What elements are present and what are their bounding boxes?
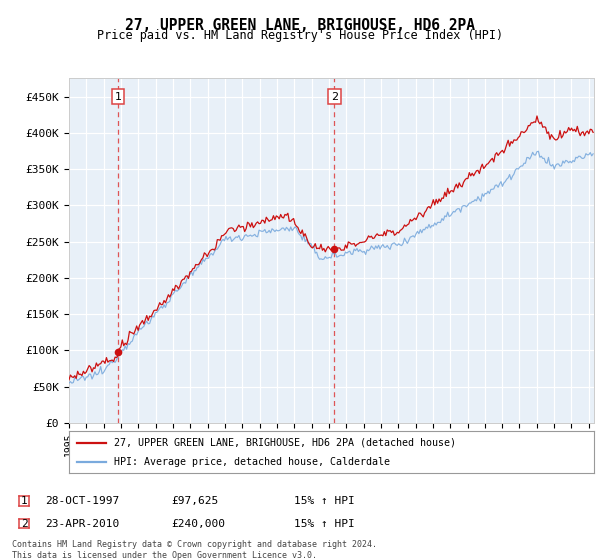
Text: 2: 2	[331, 91, 338, 101]
Text: 2: 2	[20, 519, 28, 529]
Text: 1: 1	[115, 91, 122, 101]
Text: 23-APR-2010: 23-APR-2010	[45, 519, 119, 529]
Text: £240,000: £240,000	[171, 519, 225, 529]
Text: 15% ↑ HPI: 15% ↑ HPI	[294, 519, 355, 529]
Text: 28-OCT-1997: 28-OCT-1997	[45, 496, 119, 506]
Text: HPI: Average price, detached house, Calderdale: HPI: Average price, detached house, Cald…	[113, 457, 389, 467]
Text: Price paid vs. HM Land Registry's House Price Index (HPI): Price paid vs. HM Land Registry's House …	[97, 29, 503, 42]
Text: 15% ↑ HPI: 15% ↑ HPI	[294, 496, 355, 506]
Text: 1: 1	[20, 496, 28, 506]
Text: 27, UPPER GREEN LANE, BRIGHOUSE, HD6 2PA: 27, UPPER GREEN LANE, BRIGHOUSE, HD6 2PA	[125, 18, 475, 33]
Text: 27, UPPER GREEN LANE, BRIGHOUSE, HD6 2PA (detached house): 27, UPPER GREEN LANE, BRIGHOUSE, HD6 2PA…	[113, 437, 455, 447]
Text: Contains HM Land Registry data © Crown copyright and database right 2024.
This d: Contains HM Land Registry data © Crown c…	[12, 540, 377, 559]
Text: £97,625: £97,625	[171, 496, 218, 506]
